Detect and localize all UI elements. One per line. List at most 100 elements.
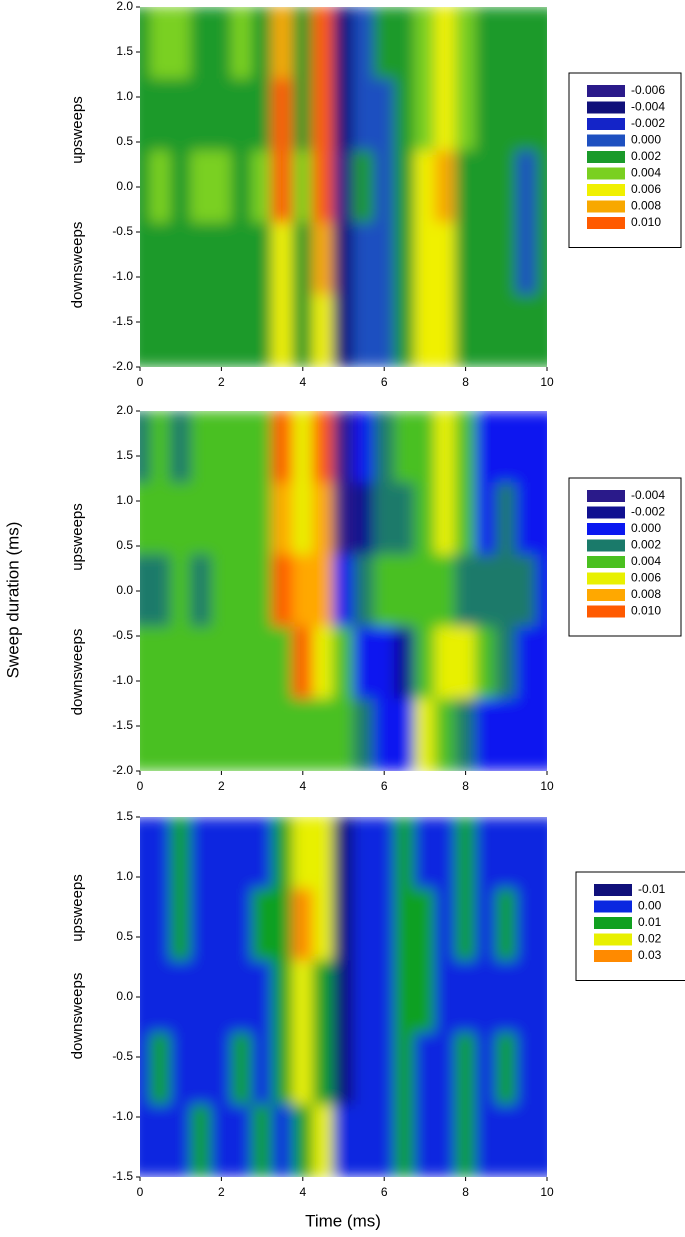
contour-cell [434,698,456,771]
legend-swatch [587,539,625,552]
contour-cell [190,222,212,296]
contour-cell [495,482,517,556]
legend-swatch [587,151,625,163]
contour-cell [292,294,314,367]
contour-cell [515,150,538,224]
contour-cell [454,78,477,152]
contour-cell [454,626,477,700]
contour-cell [434,411,456,484]
contour-cell [190,698,212,771]
y-tick-label: -1.0 [112,1109,133,1123]
contour-cell [393,1104,416,1177]
contour-cell [414,294,436,367]
contour-cell [190,554,212,628]
contour-cell [210,150,233,224]
contour-cell [210,888,233,962]
contour-cell [149,888,172,962]
contour-cell [536,1032,547,1106]
contour-cell [271,1032,294,1106]
x-tick-label: 4 [299,1185,306,1199]
contour-cell [292,960,314,1034]
contour-cell [231,150,253,224]
contour-cell [414,626,436,700]
contour-cell [231,1104,253,1177]
contour-cell [190,888,212,962]
contour-cell [454,222,477,296]
axis-annotation: upsweeps [69,503,86,571]
contour-cell [271,888,294,962]
contour-cell [353,817,375,890]
contour-cell [332,888,355,962]
contour-cell [231,222,253,296]
contour-cell [312,150,334,224]
contour-cell [292,7,314,80]
plot-area [140,7,547,367]
contour-cell [434,817,456,890]
contour-cell [251,7,273,80]
axis-annotation: downsweeps [69,629,86,716]
contour-cell [271,294,294,367]
y-tick-label: 1.5 [116,448,133,462]
contour-cell [312,78,334,152]
contour-cell [515,222,538,296]
contour-cell [353,482,375,556]
contour-cell [515,294,538,367]
contour-cell [373,960,395,1034]
contour-cell [332,698,355,771]
legend-swatch [587,572,625,585]
contour-cell [454,1032,477,1106]
legend-label: -0.004 [631,488,665,502]
contour-cell [190,7,212,80]
y-tick-label: 0.0 [116,989,133,1003]
contour-cell [495,1032,517,1106]
x-tick-label: 0 [137,779,144,793]
contour-cell [170,7,192,80]
contour-cell [475,554,497,628]
contour-cell [414,554,436,628]
contour-cell [414,888,436,962]
contour-cell [495,888,517,962]
contour-cell [515,411,538,484]
contour-cell [231,1032,253,1106]
contour-cell [312,1104,334,1177]
contour-cell [373,222,395,296]
contour-cell [373,1104,395,1177]
contour-cell [515,698,538,771]
legend-label: -0.002 [631,116,665,130]
contour-cell [414,817,436,890]
legend-label: 0.008 [631,199,661,213]
contour-cell [373,698,395,771]
contour-cell [475,626,497,700]
contour-cell [149,1032,172,1106]
contour-cell [393,554,416,628]
contour-cell [332,554,355,628]
legend-label: 0.004 [631,166,661,180]
contour-cell [170,294,192,367]
contour-cell [231,78,253,152]
contour-cell [475,960,497,1034]
contour-cell [373,1032,395,1106]
contour-cell [515,1104,538,1177]
x-tick-label: 0 [137,1185,144,1199]
contour-cell [495,698,517,771]
legend-swatch [587,605,625,618]
contour-cell [393,626,416,700]
y-tick-label: 2.0 [116,403,133,417]
legend-swatch [587,200,625,213]
contour-cell [190,78,212,152]
y-tick-label: 1.0 [116,493,133,507]
legend-swatch [587,167,625,180]
contour-cell [332,626,355,700]
contour-cell [393,150,416,224]
contour-cell [292,817,314,890]
contour-cell [475,150,497,224]
legend-label: 0.01 [638,915,662,929]
contour-cell [170,554,192,628]
contour-cell [149,222,172,296]
contour-cell [454,482,477,556]
contour-cell [140,222,151,296]
contour-cell [271,698,294,771]
contour-cell [495,960,517,1034]
contour-cell [170,482,192,556]
axis-annotation: upsweeps [69,96,86,164]
